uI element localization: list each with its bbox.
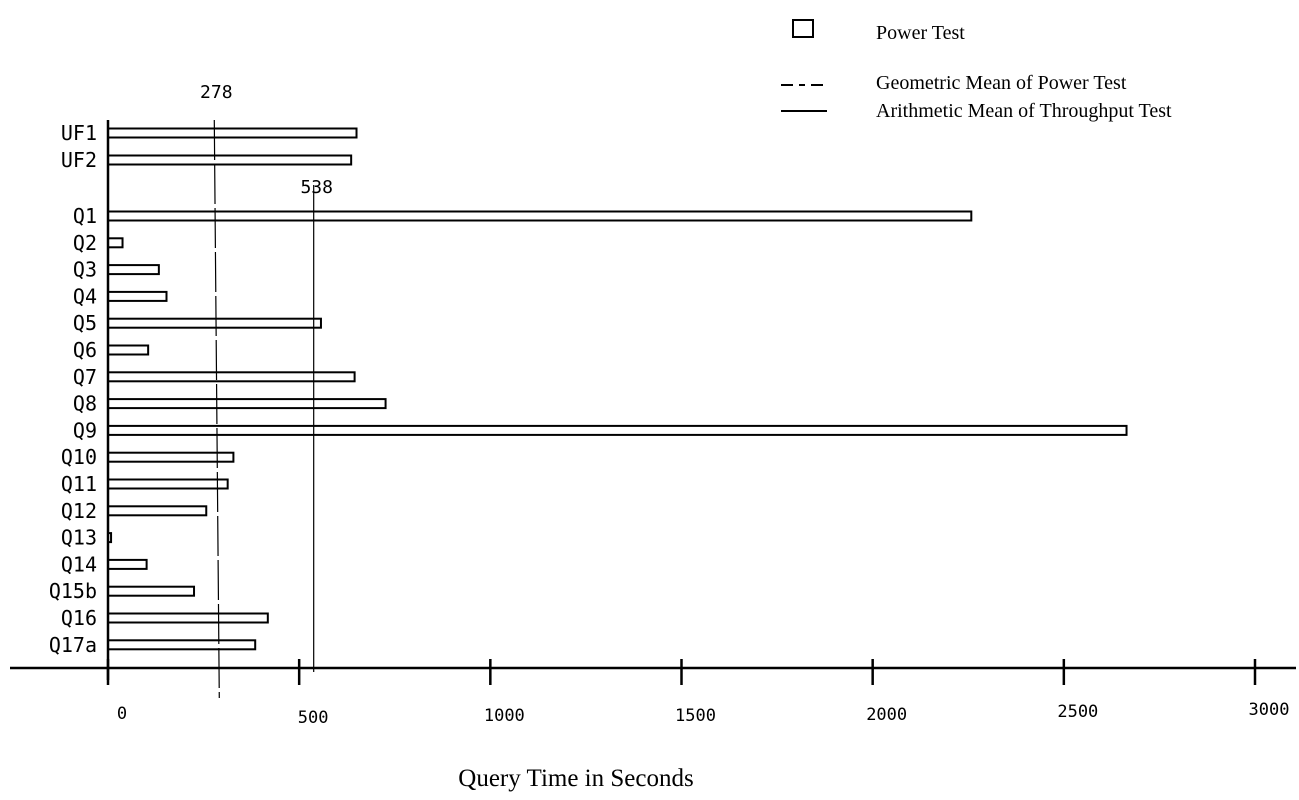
category-label-q13: Q13 [61,526,97,550]
x-tick-label-0: 0 [117,704,127,724]
category-label-uf1: UF1 [61,121,97,145]
bar-q2 [107,237,124,249]
axes-layer: 0 500 1000 1500 2000 2500 3000 [10,120,1296,728]
x-tick-label-2500: 2500 [1057,702,1098,722]
bar-q8 [107,398,387,410]
category-label-q2: Q2 [73,231,97,255]
category-label-q11: Q11 [61,472,97,496]
bar-uf2 [107,154,353,166]
category-label-q16: Q16 [61,606,97,630]
category-label-q14: Q14 [61,552,97,576]
legend-label-geometric-mean: Geometric Mean of Power Test [876,72,1127,94]
x-tick-label-1500: 1500 [675,706,716,726]
bar-uf1 [107,127,358,139]
arithmetic-mean-label: 538 [300,177,333,198]
category-label-q6: Q6 [73,338,97,362]
category-label-q10: Q10 [61,445,97,469]
bar-q11 [107,478,229,490]
bar-q14 [107,558,148,570]
category-label-q4: Q4 [73,284,97,308]
bar-q4 [107,290,168,302]
bar-q10 [107,451,235,463]
geometric-mean-label: 278 [200,82,233,103]
legend: Power Test Geometric Mean of Power Test … [781,19,1172,122]
category-label-q3: Q3 [73,258,97,282]
bar-q5 [107,317,322,329]
bar-q3 [107,264,160,276]
x-tick-label-3000: 3000 [1249,700,1290,720]
legend-swatch-power-test [792,19,814,38]
bar-q9 [107,424,1128,436]
x-axis-title: Query Time in Seconds [458,765,693,792]
x-tick-label-1000: 1000 [484,706,525,726]
bar-q12 [107,505,208,517]
category-label-q15b: Q15b [49,579,97,603]
reference-lines-layer: 278 538 [200,82,333,699]
category-label-q12: Q12 [61,499,97,523]
category-label-q7: Q7 [73,365,97,389]
x-tick-label-2000: 2000 [866,705,907,725]
category-label-q8: Q8 [73,392,97,416]
category-label-q5: Q5 [73,311,97,335]
bars-layer [107,127,1128,651]
category-label-uf2: UF2 [61,148,97,172]
category-label-q9: Q9 [73,418,97,442]
bar-q17a [107,639,257,651]
bar-q15b [107,585,196,597]
category-label-q17a: Q17a [49,633,97,657]
legend-label-arithmetic-mean: Arithmetic Mean of Throughput Test [876,100,1172,122]
bar-q7 [107,371,356,383]
bar-q6 [107,344,150,356]
legend-label-power-test: Power Test [876,22,965,44]
bar-q16 [107,612,269,624]
category-label-q1: Q1 [73,204,97,228]
bar-q1 [107,210,973,222]
x-tick-label-500: 500 [298,708,329,728]
geometric-mean-line [213,119,220,699]
